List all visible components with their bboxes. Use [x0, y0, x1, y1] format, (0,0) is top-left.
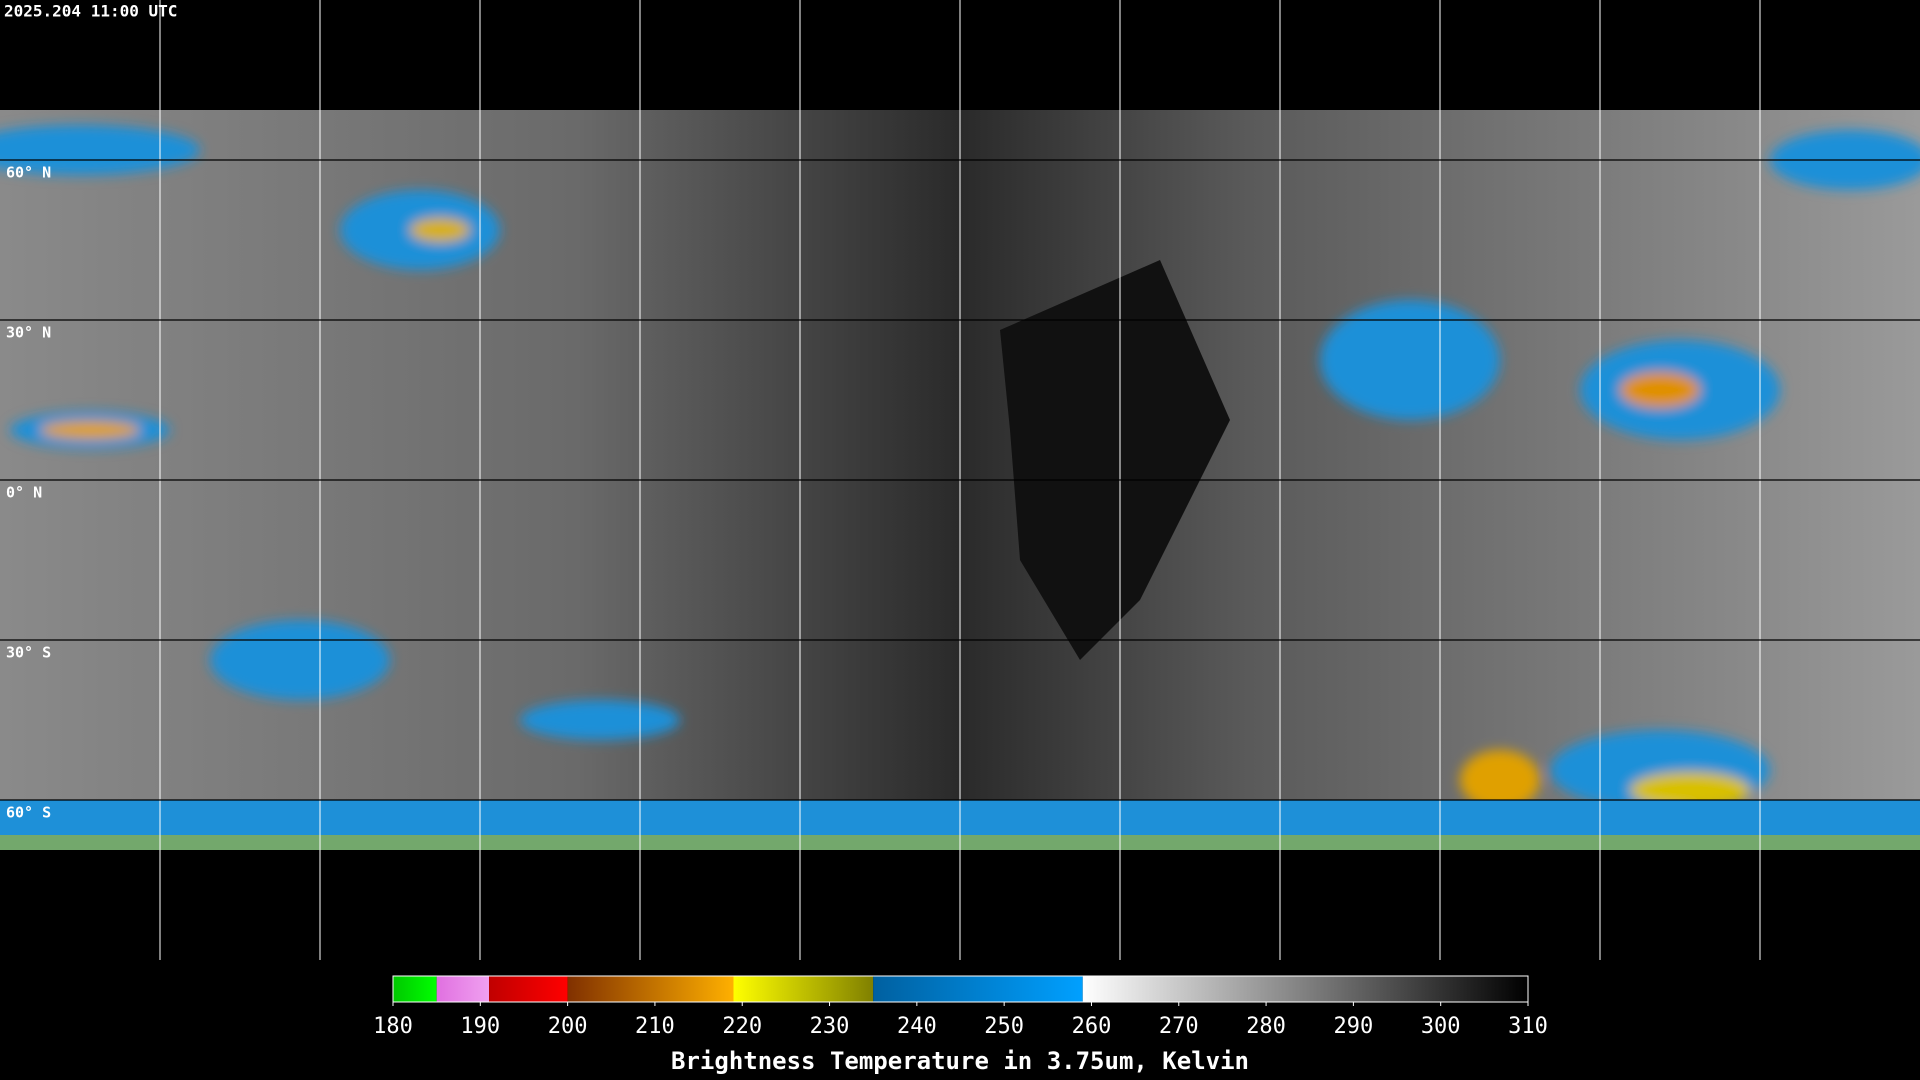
latitude-label: 30° N — [6, 324, 51, 342]
africa — [1000, 260, 1230, 660]
colorbar-segment — [1082, 976, 1528, 1002]
colorbar-segment — [393, 976, 437, 1002]
colorbar-segment — [873, 976, 1083, 1002]
colorbar-tick-label: 210 — [635, 1014, 675, 1039]
colorbar-segment — [567, 976, 734, 1002]
colorbar-tick-label: 280 — [1246, 1014, 1286, 1039]
cloud — [1320, 300, 1500, 420]
cloud — [0, 125, 200, 175]
colorbar-frame — [392, 975, 1529, 1003]
colorbar-segment — [436, 976, 490, 1002]
colorbar-tick-label: 190 — [460, 1014, 500, 1039]
graticule: 60° N 30° N 0° N 30° S 60° S — [6, 0, 1761, 960]
colorbar-tick-label: 260 — [1072, 1014, 1112, 1039]
latitude-label: 60° N — [6, 164, 51, 182]
colorbar-tick-label: 270 — [1159, 1014, 1199, 1039]
colorbar-tick-label: 240 — [897, 1014, 937, 1039]
latitude-label: 60° S — [6, 804, 51, 822]
latitude-label: 0° N — [6, 484, 42, 502]
cloud — [1620, 372, 1700, 408]
timestamp: 2025.204 11:00 UTC — [4, 2, 177, 21]
colorbar-tick-label: 250 — [984, 1014, 1024, 1039]
latitude-label: 30° S — [6, 644, 51, 662]
colorbar-tick-label: 310 — [1508, 1014, 1548, 1039]
colorbar-tick-label: 290 — [1334, 1014, 1374, 1039]
cloud — [40, 421, 140, 439]
cloud — [1460, 750, 1540, 810]
cloud — [410, 218, 470, 242]
cloud — [210, 620, 390, 700]
cloud — [520, 700, 680, 740]
colorbar-segment — [489, 976, 568, 1002]
colorbar-segment — [733, 976, 874, 1002]
colorbar-tick-label: 300 — [1421, 1014, 1461, 1039]
colorbar-title: Brightness Temperature in 3.75um, Kelvin — [671, 1047, 1249, 1075]
colorbar-tick-label: 200 — [548, 1014, 588, 1039]
colorbar-tick-label: 180 — [373, 1014, 413, 1039]
cloud — [1630, 772, 1750, 808]
colorbar-tick-label: 230 — [810, 1014, 850, 1039]
colorbar-tick-label: 220 — [722, 1014, 762, 1039]
colorbar: 180 190 200 210 220 230 240 250 260 270 280 290 300 3… — [373, 975, 1548, 1039]
